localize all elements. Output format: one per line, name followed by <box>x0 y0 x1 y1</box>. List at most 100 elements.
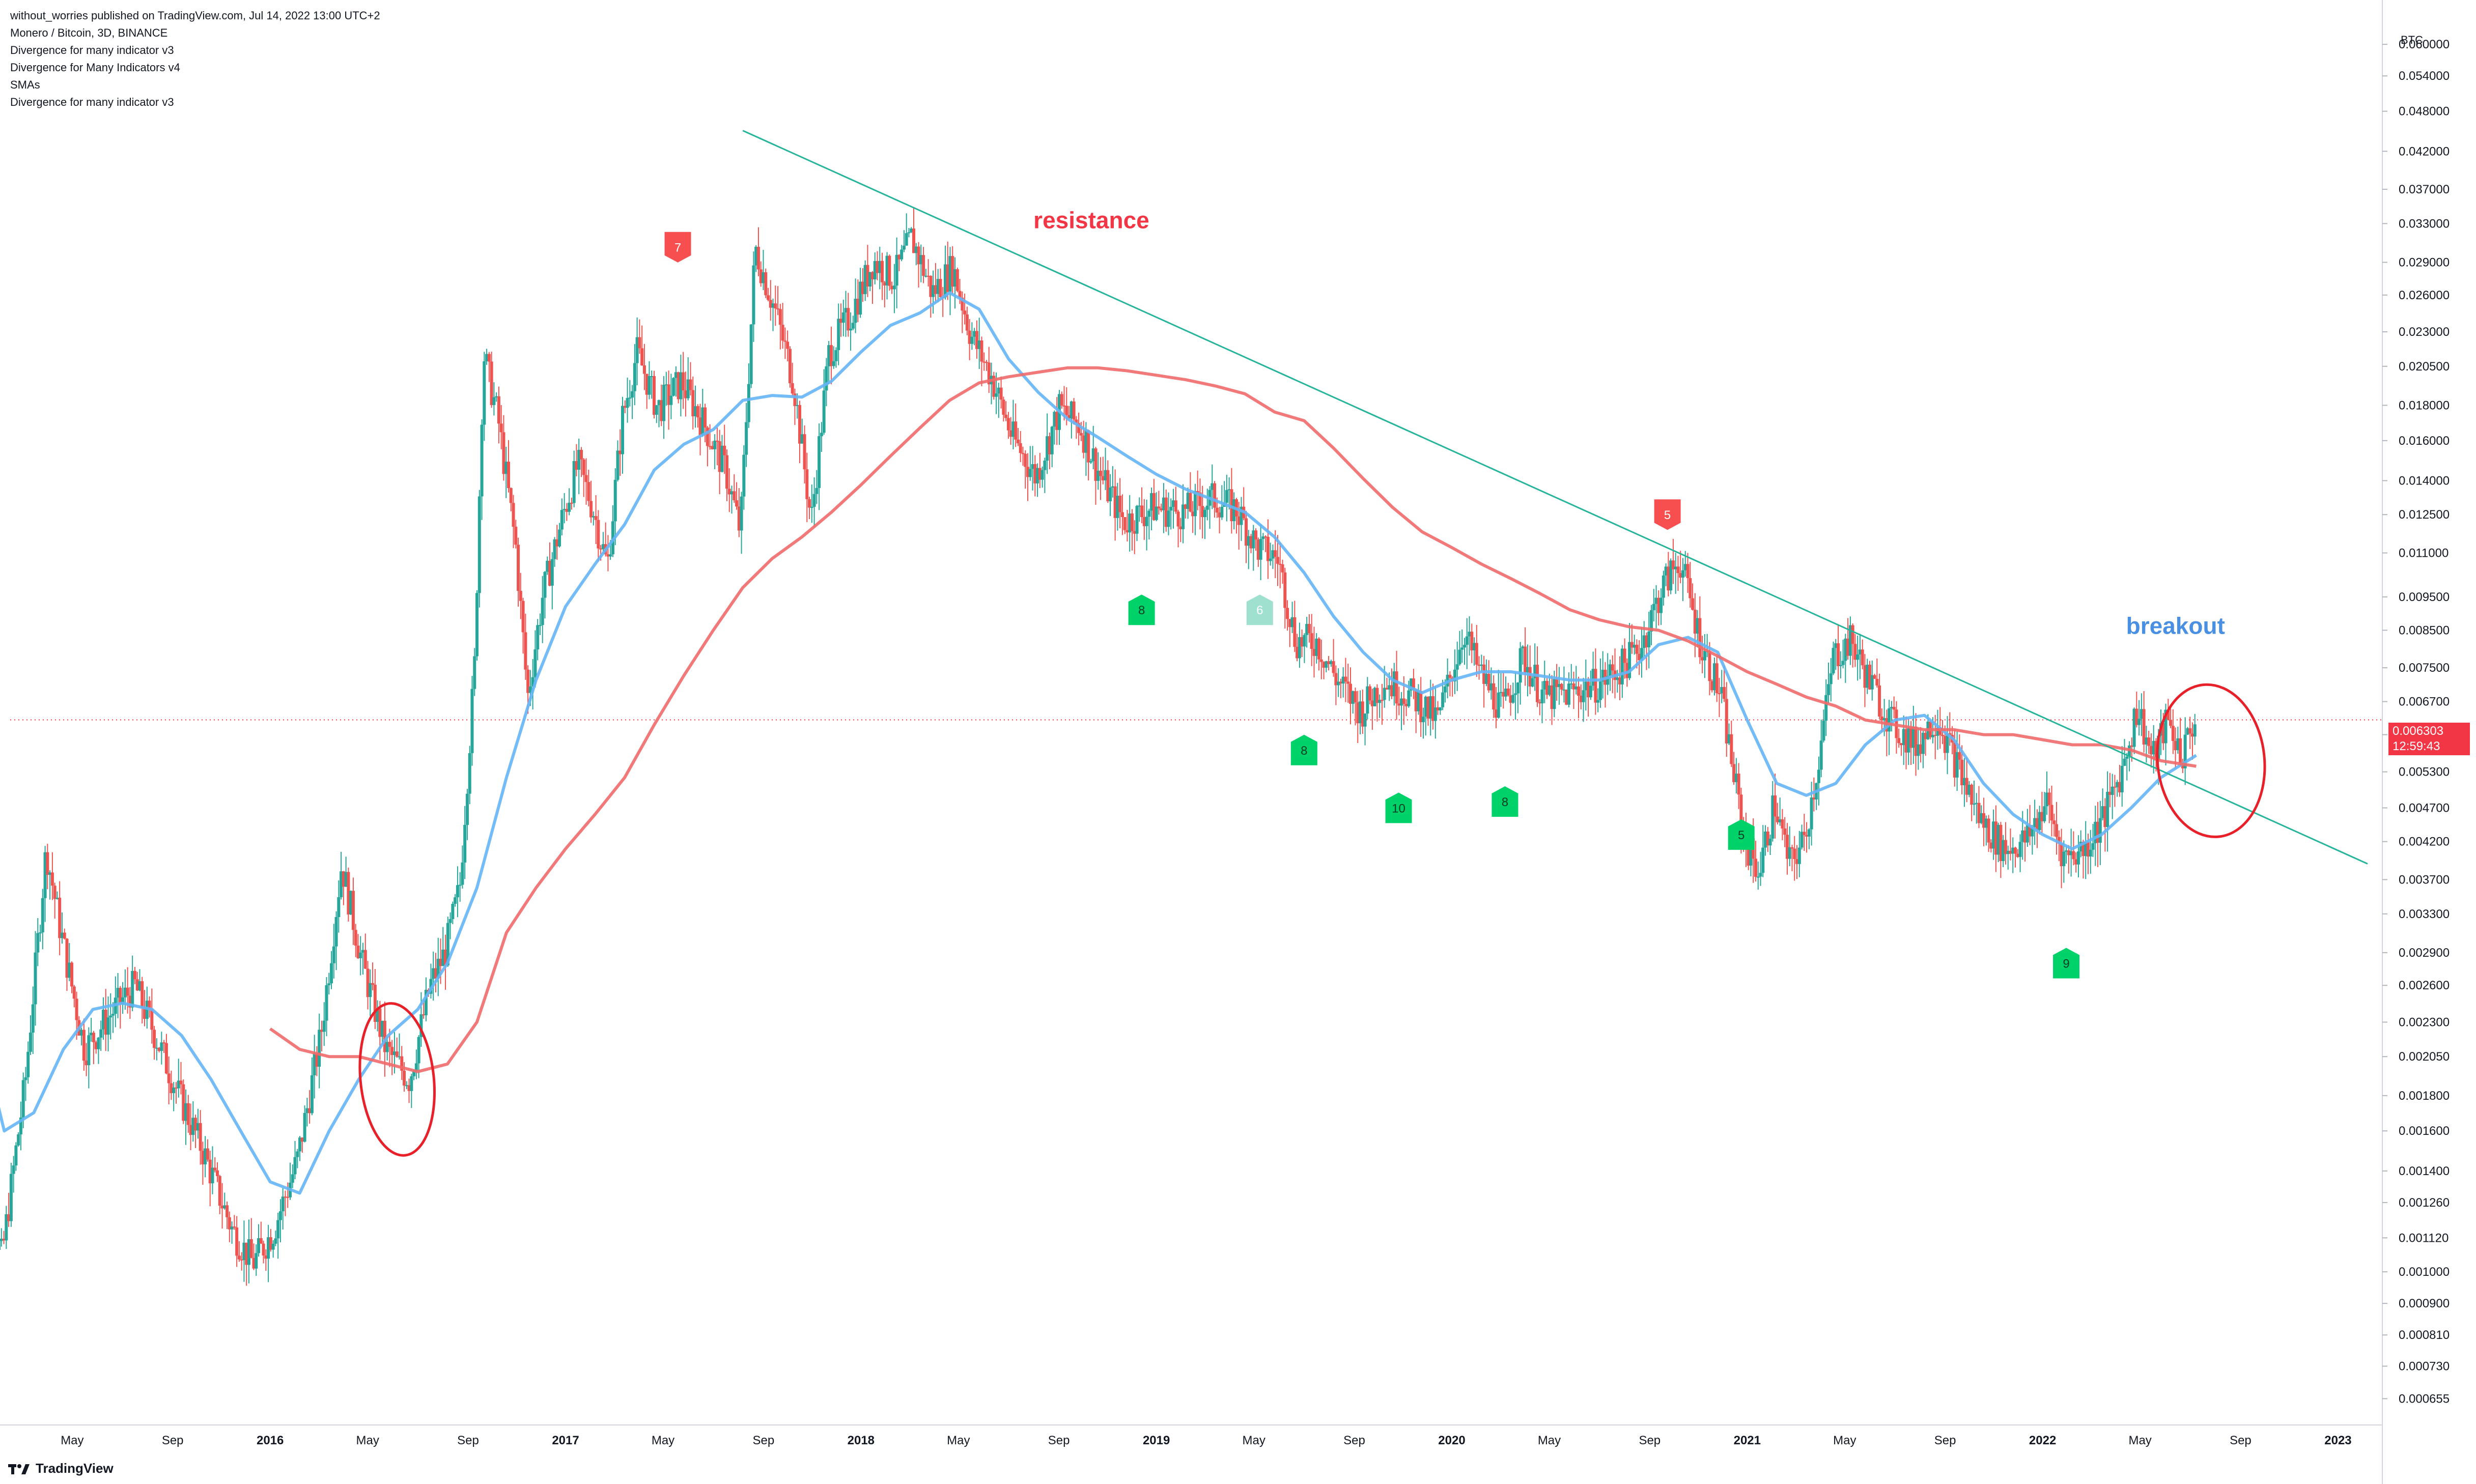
candle-body <box>342 871 345 887</box>
candle-body <box>645 374 649 395</box>
candle-body <box>1538 702 1541 704</box>
candle-body <box>2081 842 2085 857</box>
candle-body <box>754 246 758 266</box>
y-tick-label: 0.005300 <box>2399 765 2450 779</box>
indicator-1[interactable]: Divergence for many indicator v3 <box>10 44 174 56</box>
last-price-badge: 0.006303 12:59:43 <box>2388 723 2470 755</box>
candle-body <box>1880 716 1883 721</box>
candle-body <box>298 1137 302 1152</box>
candle-body <box>648 376 651 395</box>
candle-body <box>999 387 1003 400</box>
candle-body <box>1341 676 1345 684</box>
candle-body <box>2038 812 2041 831</box>
tradingview-logo-icon[interactable] <box>8 1462 31 1475</box>
candle-body <box>2052 820 2056 824</box>
sell-signal-marker: 5 <box>1654 499 1681 530</box>
marker-shape <box>1385 792 1412 823</box>
candle-body <box>1135 506 1139 534</box>
candle-body <box>475 593 479 657</box>
candle-body <box>172 1087 176 1093</box>
candle-body <box>642 365 646 374</box>
candle-body <box>834 350 838 361</box>
candle-body <box>463 824 467 863</box>
candle-body <box>2096 821 2100 843</box>
candle-body <box>822 390 826 433</box>
candle-body <box>58 897 62 938</box>
candle-body <box>1429 696 1432 719</box>
candle-body <box>2161 723 2165 744</box>
marker-shape <box>1492 786 1518 817</box>
candle-body <box>1227 489 1231 491</box>
symbol-line[interactable]: Monero / Bitcoin, 3D, BINANCE <box>10 26 168 39</box>
candle-body <box>2098 818 2102 843</box>
candle-body <box>774 303 777 309</box>
candle-body <box>2130 745 2133 747</box>
candle-body <box>997 387 1000 394</box>
marker-shape <box>664 232 691 263</box>
candle-body <box>866 265 869 287</box>
candle-body <box>1468 632 1471 637</box>
indicator-4[interactable]: Divergence for many indicator v3 <box>10 96 174 108</box>
candle-body <box>631 391 634 398</box>
candle-body <box>570 502 573 504</box>
candle-body <box>53 886 57 899</box>
candle-body <box>2152 740 2155 755</box>
brand-name[interactable]: TradingView <box>36 1461 114 1476</box>
candle-body <box>1111 486 1114 488</box>
candle-body <box>1829 673 1833 684</box>
candle-body <box>194 1118 198 1131</box>
candle-body <box>1404 704 1408 706</box>
candle-body <box>1220 506 1224 518</box>
y-tick-label: 0.026000 <box>2399 289 2450 302</box>
x-tick-label: 2021 <box>1734 1434 1761 1447</box>
candle-body <box>340 871 343 898</box>
y-tick-label: 0.042000 <box>2399 145 2450 158</box>
candle-body <box>403 1070 406 1086</box>
candle-body <box>1768 838 1772 846</box>
candle-body <box>1754 859 1757 877</box>
candle-body <box>1781 819 1784 829</box>
x-tick-label: Sep <box>752 1434 774 1447</box>
y-tick-label: 0.001120 <box>2399 1231 2449 1245</box>
candle-body <box>982 361 986 363</box>
candle-body <box>1890 706 1893 708</box>
candle-body <box>1587 681 1590 698</box>
indicator-2[interactable]: Divergence for Many Indicators v4 <box>10 61 180 74</box>
candle-body <box>2079 842 2083 851</box>
candle-body <box>1421 717 1425 722</box>
candle-body <box>499 423 503 433</box>
candle-body <box>1996 824 2000 855</box>
candle-body <box>55 897 59 899</box>
candle-body <box>1875 678 1879 686</box>
candle-body <box>677 372 680 399</box>
candle-body <box>1907 727 1910 753</box>
candle-body <box>1271 550 1275 559</box>
candle-body <box>2174 740 2177 751</box>
candle-body <box>1718 693 1721 695</box>
candle-body <box>528 686 532 693</box>
y-tick-label: 0.002600 <box>2399 979 2450 992</box>
candle-body <box>1521 646 1525 648</box>
candle-body <box>1921 732 1925 754</box>
indicator-3[interactable]: SMAs <box>10 78 40 91</box>
candle-body <box>1378 700 1382 703</box>
candle-body <box>1443 686 1447 693</box>
candle-body <box>1383 688 1386 700</box>
candle-body <box>1982 813 1986 828</box>
candle-body <box>1407 690 1411 706</box>
candle-body <box>116 988 120 998</box>
candle-body <box>264 1255 268 1259</box>
candle-body <box>230 1226 234 1230</box>
candle-body <box>883 282 886 286</box>
candle-body <box>667 384 670 405</box>
candle-body <box>1572 683 1575 690</box>
candle-body <box>818 436 821 488</box>
candle-body <box>1832 648 1835 674</box>
candle-body <box>762 272 765 283</box>
candle-body <box>1084 430 1088 453</box>
candle-body <box>252 1258 256 1269</box>
breakout-label: breakout <box>2126 612 2225 639</box>
candle-body <box>381 1020 384 1037</box>
candle-body <box>1941 735 1945 736</box>
